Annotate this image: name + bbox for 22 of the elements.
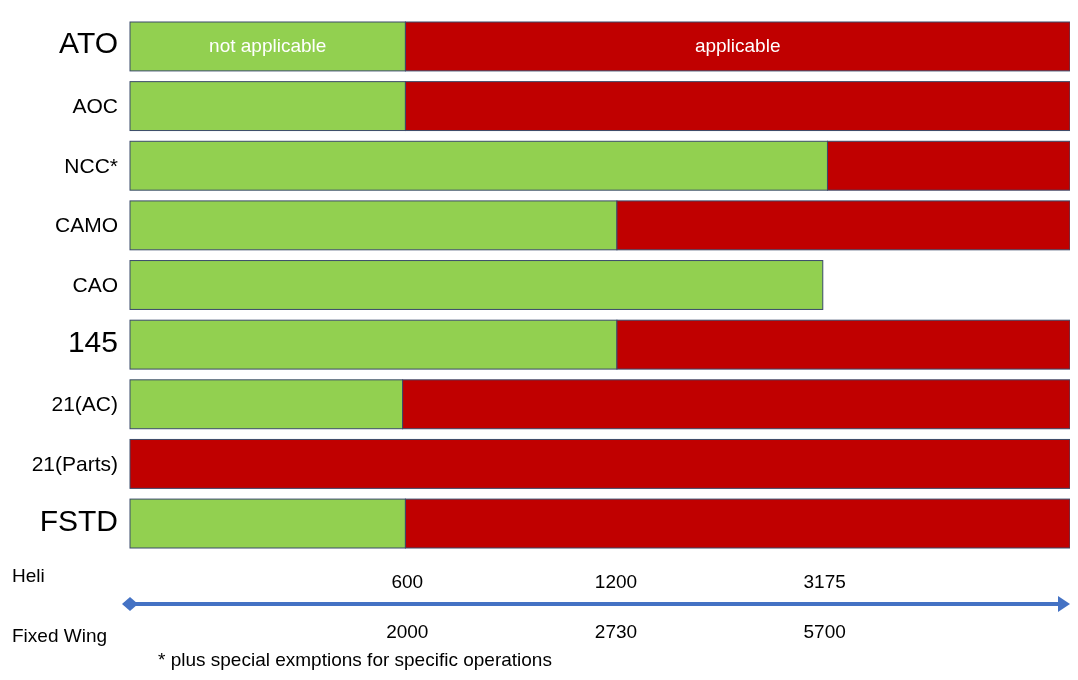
y-tick-label: ATO: [59, 26, 118, 60]
text: 600: [391, 571, 424, 592]
text: 2000: [386, 621, 429, 642]
y-tick-label: NCC*: [64, 153, 118, 177]
series-label: applicable: [694, 35, 781, 57]
y-tick-label: CAO: [72, 273, 118, 296]
text: 3175: [803, 571, 846, 592]
y-tick-label: CAMO: [55, 213, 118, 237]
text: 5700: [803, 621, 846, 642]
text: 2730: [594, 621, 638, 642]
y-tick-label: 145: [67, 324, 118, 358]
x-axis-title: Heli: [12, 565, 45, 586]
text: 1200: [594, 571, 638, 592]
y-tick-label: 21(AC): [51, 392, 118, 416]
y-tick-label: 21(Parts): [31, 451, 118, 475]
bar: [129, 438, 1070, 489]
y-tick-label: AOC: [72, 94, 118, 118]
series-label: not applicable: [209, 35, 327, 57]
text: * plus special exmptions for specific operations: [158, 649, 552, 670]
y-tick-label: FSTD: [39, 503, 118, 537]
x2-axis-title: Fixed Wing: [12, 625, 108, 646]
bar: [129, 260, 824, 310]
